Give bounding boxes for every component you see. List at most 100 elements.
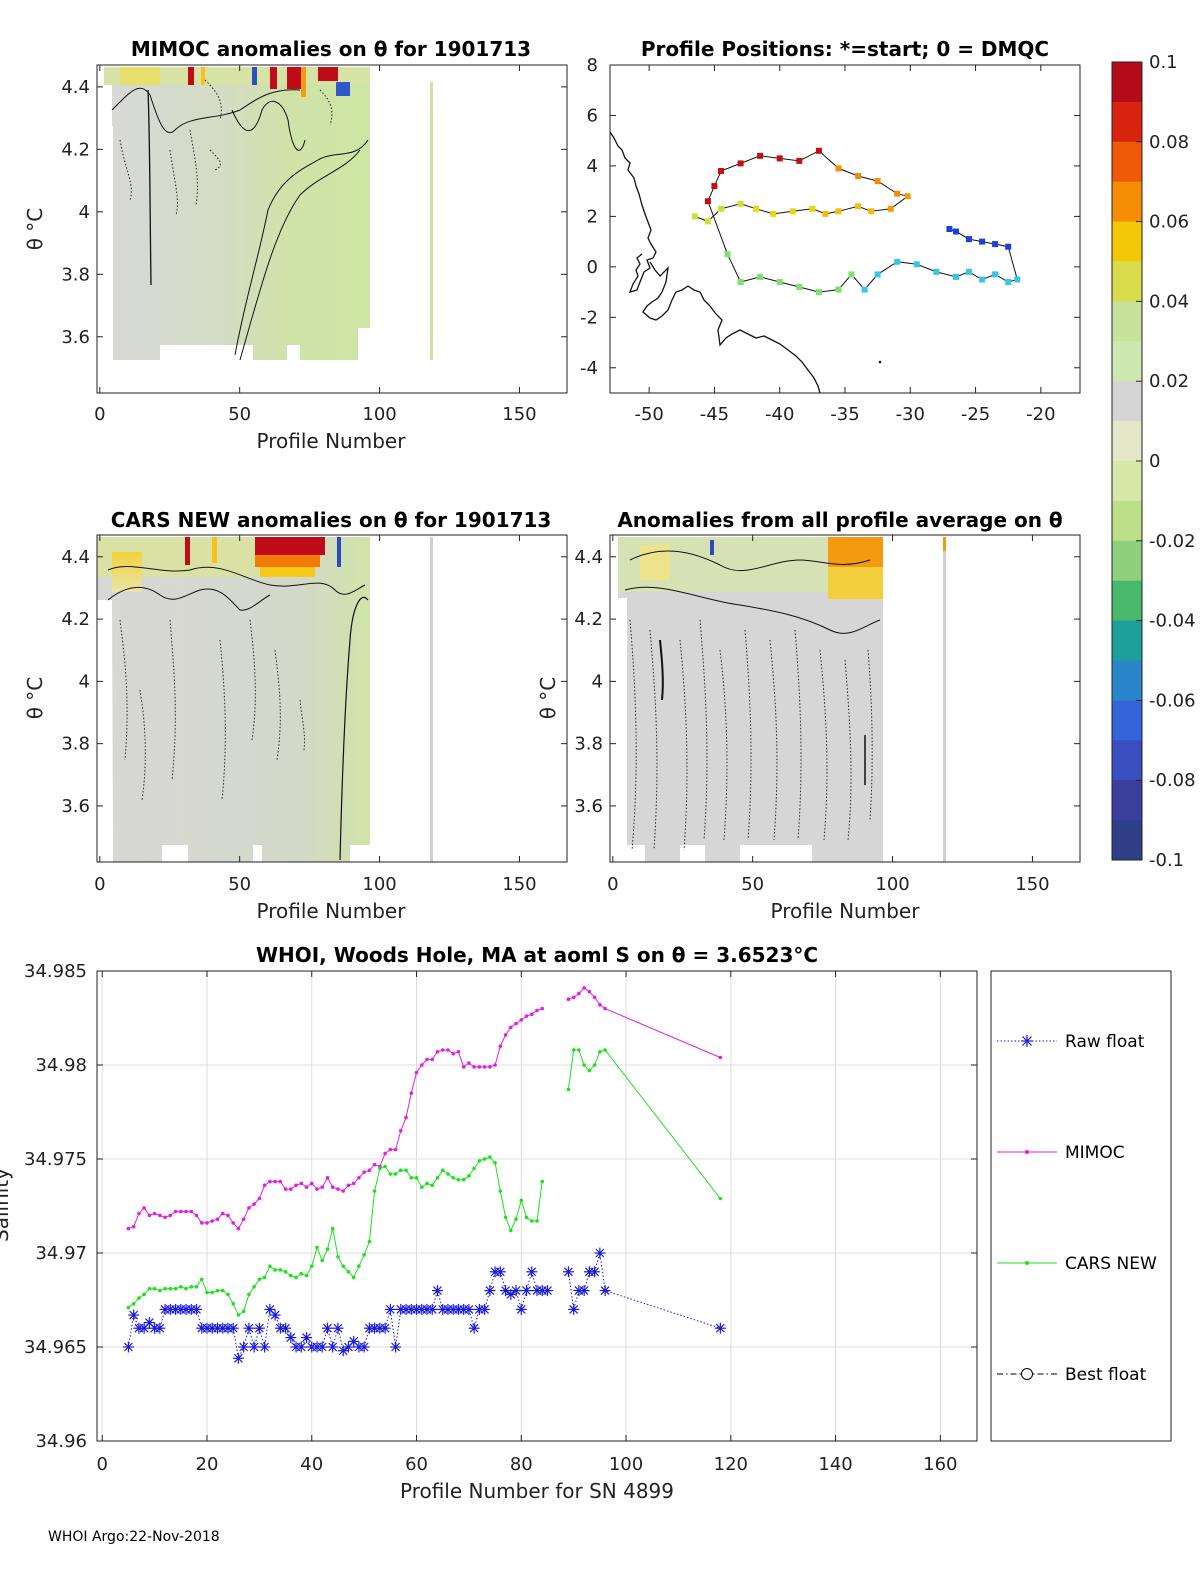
colorbar-block: [1112, 580, 1142, 622]
x-tick-label: 100: [875, 874, 909, 895]
island-dot: [878, 360, 882, 364]
colorbar-ticks: 0.1 0.08 0.06 0.04 0.02 0 -0.02 -0.04 -0.06 -0.08…: [1136, 52, 1196, 871]
series-point: [252, 1285, 256, 1289]
x-tick-label: -40: [765, 404, 794, 425]
series-point: [514, 1021, 518, 1026]
raw-float-point: [714, 1322, 726, 1334]
coastline: [610, 131, 821, 393]
allavg-y-label: θ °C: [536, 677, 560, 720]
series-point: [158, 1288, 162, 1293]
y-tick-label: 4.2: [574, 609, 603, 630]
series-point: [383, 1164, 387, 1169]
series-point: [587, 989, 592, 994]
mimoc-anomaly-panel: MIMOC anomalies on θ for 1901713 0 50 100 1…: [23, 37, 568, 453]
series-point: [592, 995, 597, 1000]
series-point: [173, 1209, 178, 1214]
raw-float-point: [128, 1309, 140, 1321]
raw-float-point: [578, 1285, 590, 1297]
x-tick-label: 80: [510, 1454, 533, 1475]
mimoc-axes-box: [96, 64, 568, 394]
series-point: [262, 1183, 267, 1188]
series-point: [535, 1219, 539, 1223]
series-point: [540, 1179, 544, 1184]
series-point: [393, 1172, 398, 1176]
series-point: [420, 1063, 424, 1067]
series-point: [493, 1063, 497, 1067]
series-point: [577, 991, 581, 996]
series-point: [718, 1196, 723, 1201]
series-point: [530, 1012, 534, 1016]
profile-position-marker: [855, 203, 862, 210]
series-point: [310, 1264, 314, 1268]
raw-float-point: [248, 1341, 260, 1353]
colorbar-block: [1112, 181, 1142, 223]
series-line: [567, 1252, 721, 1329]
series-point: [336, 1187, 340, 1191]
raw-float-point: [238, 1341, 250, 1353]
y-tick-label: 4: [79, 671, 90, 692]
cars-hot-cell: [185, 537, 190, 565]
series-point: [205, 1221, 209, 1225]
profile-position-marker: [913, 261, 920, 268]
raw-float-point: [463, 1303, 475, 1315]
series-point: [362, 1253, 366, 1257]
raw-float-point: [515, 1303, 527, 1315]
profile-position-marker: [868, 208, 875, 215]
series-point: [241, 1217, 246, 1221]
allavg-x-ticks: 0 50 100 150: [607, 535, 1050, 895]
series-point: [399, 1168, 403, 1173]
series-point: [341, 1189, 346, 1193]
legend-items: Raw float MIMOC CARS NEW Best float: [997, 1032, 1157, 1385]
raw-float-point: [358, 1341, 370, 1353]
mimoc-y-label: θ °C: [23, 208, 47, 251]
raw-float-point: [285, 1332, 297, 1344]
series-point: [126, 1305, 131, 1310]
legend-label: Raw float: [1065, 1032, 1145, 1052]
profile-position-marker: [874, 178, 881, 185]
series-point: [131, 1224, 136, 1229]
profile-position-marker: [815, 147, 822, 154]
cars-dotted-contour: [139, 619, 281, 801]
series-point: [582, 986, 586, 990]
mimoc-contour: [231, 100, 306, 151]
series-point: [194, 1285, 199, 1289]
series-point: [346, 1270, 351, 1274]
raw-float-point: [301, 1332, 313, 1344]
y-tick-label: 3.8: [61, 734, 90, 755]
salinity-x-ticks: 0 20 40 60 80 100 120 140 160: [97, 971, 958, 1475]
mimoc-y-ticks: 3.6 3.8 4 4.2 4.4: [61, 77, 567, 348]
series-point: [440, 1048, 445, 1052]
colorbar-block: [1112, 141, 1142, 183]
series-point: [372, 1189, 377, 1193]
series-point: [310, 1181, 314, 1186]
cars-axes-box: [96, 534, 568, 863]
series-point: [179, 1285, 183, 1289]
series-point: [336, 1255, 340, 1259]
profile-position-marker: [822, 210, 829, 217]
salinity-series-panel: WHOI, Woods Hole, MA at aoml S on θ = 3.…: [0, 943, 978, 1503]
colorbar-tick-label: -0.1: [1149, 850, 1184, 871]
allavg-cold-cell: [710, 540, 714, 555]
x-tick-label: 50: [741, 874, 764, 895]
allavg-dotted-contour: [629, 619, 728, 851]
raw-float-point: [122, 1341, 134, 1353]
series-point: [461, 1065, 466, 1069]
raw-float-point: [316, 1341, 328, 1353]
profile-position-marker: [835, 165, 842, 172]
x-tick-label: 100: [609, 1454, 643, 1475]
cars-contour: [107, 586, 271, 611]
profile-position-marker: [904, 193, 911, 200]
series-point: [226, 1213, 230, 1218]
colorbar-block: [1112, 540, 1142, 582]
series-point: [268, 1264, 272, 1268]
allavg-contour: [624, 586, 881, 634]
mimoc-hot-cell: [318, 67, 338, 81]
series-point: [456, 1050, 461, 1054]
allavg-warm-patch: [640, 545, 670, 580]
series-point: [367, 1239, 372, 1244]
series-point: [718, 1055, 723, 1060]
series-point: [184, 1209, 188, 1214]
series-point: [215, 1217, 220, 1221]
series-point: [571, 1048, 576, 1052]
y-tick-label: 34.96: [35, 1431, 87, 1452]
